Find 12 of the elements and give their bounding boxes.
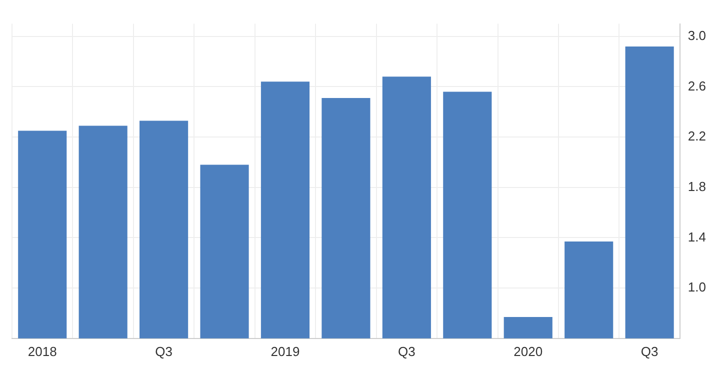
y-tick-label: 2.2	[688, 128, 706, 144]
y-tick-label: 1.0	[688, 280, 706, 295]
y-tick-label: 2.6	[688, 78, 706, 94]
x-tick-label: 2019	[270, 344, 300, 359]
x-tick-label: 2018	[28, 344, 57, 359]
y-tick-label: 3.0	[688, 28, 706, 43]
x-tick-label: Q3	[640, 344, 658, 359]
x-tick-label: Q3	[155, 344, 172, 359]
x-tick-label: Q3	[398, 344, 416, 359]
y-tick-label: 1.8	[688, 178, 706, 194]
y-tick-label: 1.4	[688, 229, 706, 244]
x-tick-label: 2020	[514, 344, 543, 359]
